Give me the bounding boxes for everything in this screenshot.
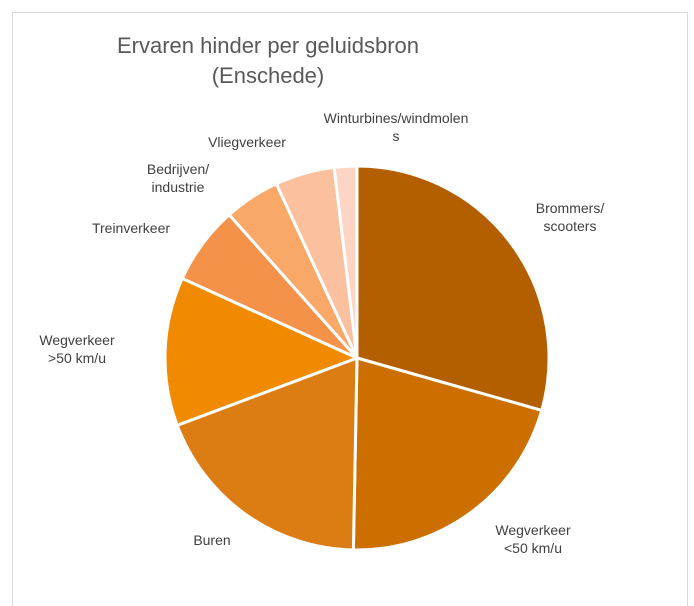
pie-slice: [163, 276, 359, 427]
category-label: Brommers/scooters: [536, 200, 605, 234]
pie-slice: [351, 356, 544, 552]
pie-slice: [355, 164, 551, 412]
category-label: Treinverkeer: [92, 220, 170, 236]
category-label: Vliegverkeer: [208, 134, 286, 150]
pie-slice: [332, 164, 359, 360]
category-label: Wegverkeer >50 km/u: [39, 332, 115, 366]
category-label: Bedrijven/industrie: [147, 161, 209, 195]
category-label: Winturbines/windmolen s: [324, 110, 469, 144]
pie-slice: [175, 356, 359, 552]
category-label: Wegverkeer <50 km/u: [495, 522, 571, 556]
chart-title: Ervaren hinder per geluidsbron (Enschede): [117, 33, 419, 88]
category-label: Buren: [193, 532, 230, 548]
